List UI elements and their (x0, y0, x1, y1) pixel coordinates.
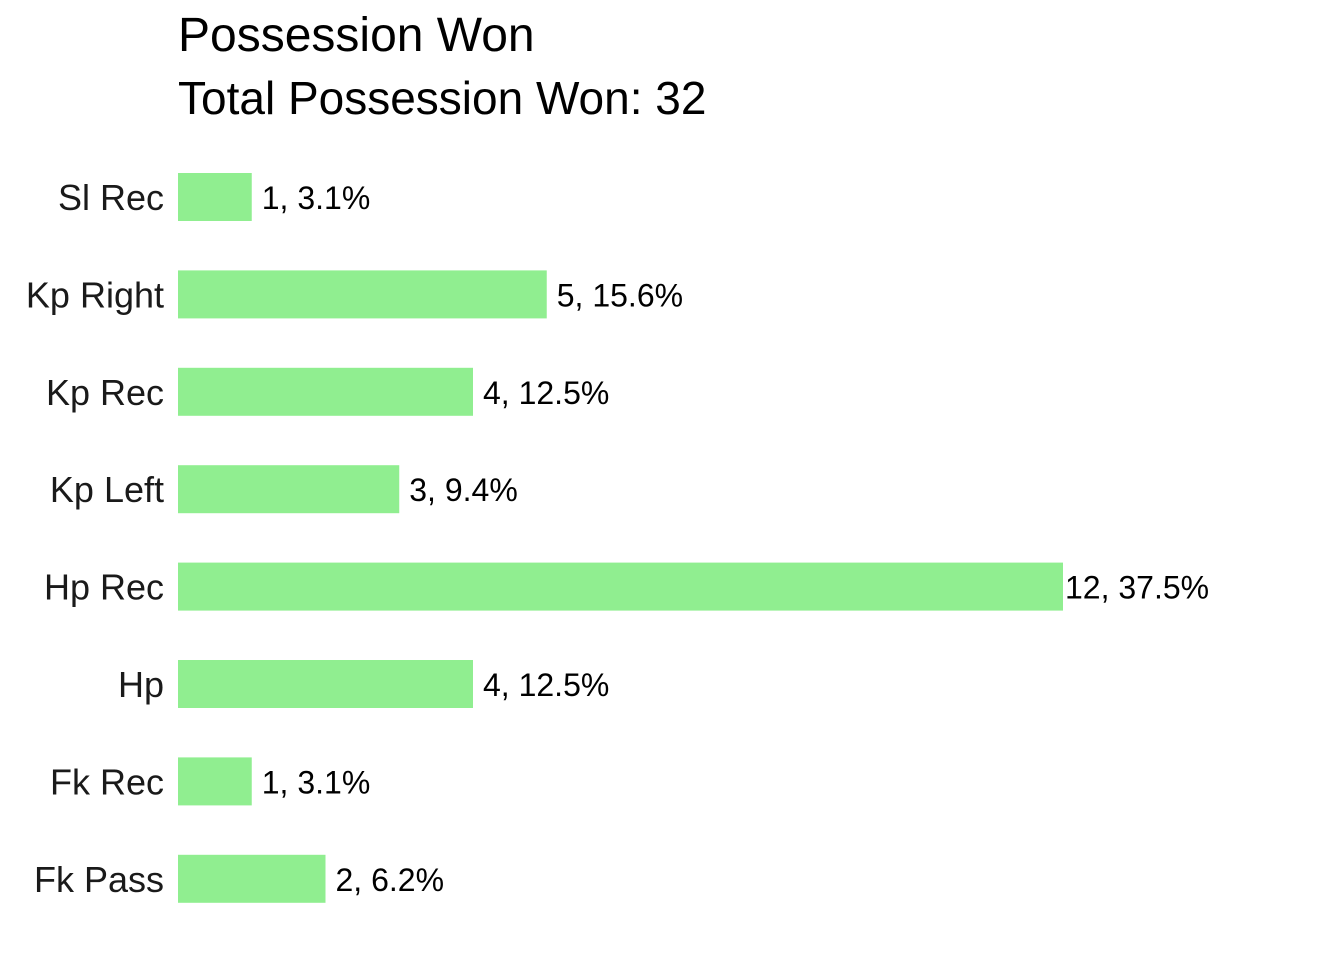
bar-kp-left (178, 465, 400, 514)
bar-fk-rec (178, 757, 252, 806)
data-label: 5, 15.6% (557, 277, 683, 313)
bar-fk-pass (178, 854, 326, 903)
category-label: Hp (118, 664, 164, 705)
bar-hp (178, 660, 473, 708)
chart-subtitle: Total Possession Won: 32 (178, 72, 707, 124)
category-label: Fk Pass (34, 859, 164, 900)
category-label: Fk Rec (50, 761, 164, 802)
category-label: Kp Left (50, 469, 164, 510)
bar-hp-rec (178, 562, 1063, 611)
category-label: Kp Rec (46, 372, 164, 413)
data-label: 2, 6.2% (336, 862, 445, 898)
data-label: 12, 37.5% (1065, 570, 1209, 606)
data-label: 1, 3.1% (262, 764, 371, 800)
data-label: 3, 9.4% (409, 472, 518, 508)
bar-kp-rec (178, 367, 473, 416)
bar-kp-right (178, 270, 547, 319)
data-label: 4, 12.5% (483, 375, 609, 411)
category-label: Kp Right (26, 274, 164, 315)
chart-title: Possession Won (178, 9, 535, 62)
data-label: 4, 12.5% (483, 667, 609, 703)
data-label: 1, 3.1% (262, 180, 371, 216)
category-label: Hp Rec (44, 567, 164, 608)
category-label: Sl Rec (58, 177, 164, 218)
bar-sl-rec (178, 173, 252, 221)
